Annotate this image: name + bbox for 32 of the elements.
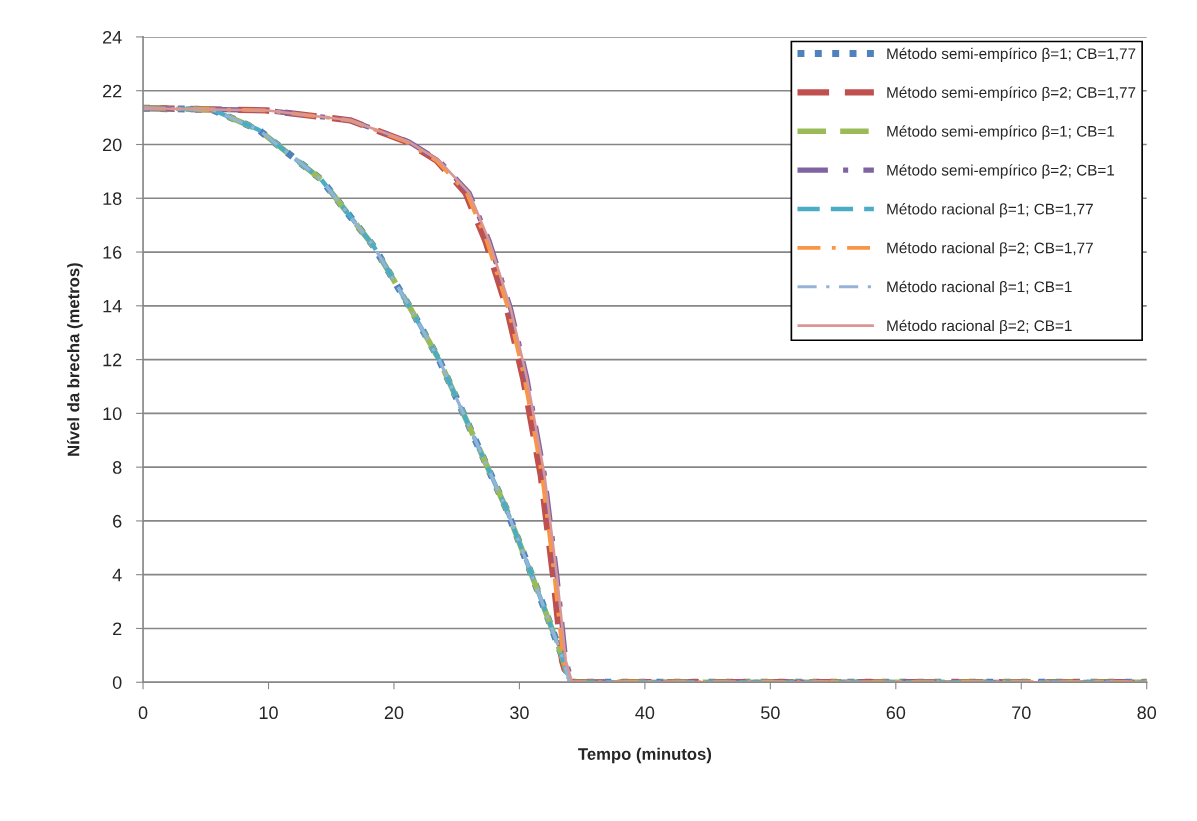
legend-label: Método semi-empírico β=2; CB=1: [887, 164, 1115, 179]
y-tick-label: 6: [113, 514, 122, 528]
y-axis-title: Nível da brecha (metros): [67, 263, 83, 456]
x-tick-label: 0: [138, 706, 148, 720]
legend-label: Método semi-empírico β=2; CB=1,77: [887, 86, 1136, 101]
y-tick-label: 14: [103, 299, 122, 313]
y-tick-label: 0: [112, 676, 122, 689]
y-tick-label: 12: [103, 353, 122, 367]
y-tick-label: 20: [103, 138, 122, 152]
x-tick-label: 50: [761, 706, 780, 720]
x-tick-label: 80: [1137, 706, 1157, 720]
y-tick-label: 16: [103, 245, 122, 259]
y-tick-label: 2: [113, 622, 122, 636]
y-tick-label: 18: [103, 192, 122, 205]
x-axis-title: Tempo (minutos): [578, 747, 712, 764]
y-tick-label: 24: [103, 30, 122, 44]
y-tick-label: 8: [112, 461, 122, 474]
x-tick-label: 70: [1012, 706, 1031, 720]
x-tick-label: 20: [384, 706, 404, 720]
x-tick-label: 10: [259, 706, 278, 720]
legend-label: Método racional β=1; CB=1,77: [887, 203, 1093, 218]
legend-label: Método racional β=1; CB=1: [887, 280, 1072, 296]
legend-label: Método semi-empírico β=1; CB=1: [887, 125, 1115, 140]
legend-label: Método racional β=2; CB=1: [887, 319, 1072, 335]
x-tick-label: 60: [886, 706, 906, 720]
y-tick-label: 22: [103, 84, 122, 98]
legend-label: Método racional β=2; CB=1,77: [887, 241, 1093, 257]
legend-label: Método semi-empírico β=1; CB=1,77: [887, 47, 1136, 63]
x-tick-label: 40: [635, 706, 655, 720]
y-tick-label: 4: [112, 568, 122, 582]
y-tick-label: 10: [103, 407, 122, 421]
x-tick-label: 30: [510, 706, 529, 720]
